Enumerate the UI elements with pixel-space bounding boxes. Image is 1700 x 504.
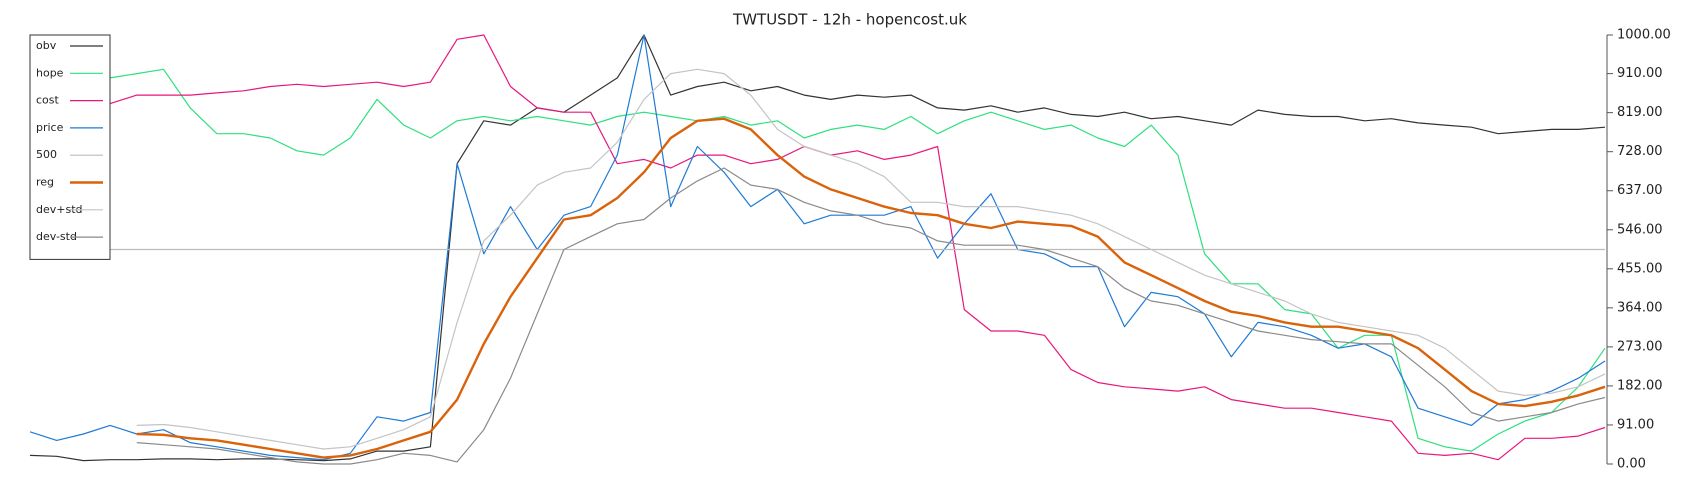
legend-label: dev+std: [36, 203, 83, 216]
legend-label: obv: [36, 39, 57, 52]
legend-label: hope: [36, 66, 64, 79]
y-tick-label: 546.00: [1617, 222, 1663, 237]
series-line: [136, 167, 1606, 465]
legend-box: [29, 34, 111, 260]
series-line: [136, 117, 1606, 459]
chart-title: TWTUSDT - 12h - hopencost.uk: [732, 11, 967, 29]
legend-label: cost: [36, 94, 60, 107]
legend: obv hope cost price 500 reg dev+std dev-std: [29, 34, 111, 260]
series-line: [136, 68, 1606, 450]
y-tick-label: 455.00: [1617, 261, 1663, 276]
legend-label: 500: [36, 148, 57, 161]
series-line: [110, 68, 1606, 452]
series-line: [29, 34, 1606, 461]
y-tick-label: 1000.00: [1617, 28, 1671, 43]
series-line: [29, 34, 1606, 461]
y-tick-label: 819.00: [1617, 105, 1663, 120]
y-tick-label: 910.00: [1617, 66, 1663, 81]
legend-label: price: [36, 121, 64, 134]
y-tick-label: 182.00: [1617, 378, 1663, 393]
y-tick-label: 637.00: [1617, 183, 1663, 198]
legend-label: reg: [36, 176, 54, 189]
y-tick-label: 273.00: [1617, 339, 1663, 354]
legend-label: dev-std: [36, 230, 77, 243]
y-tick-label: 91.00: [1617, 417, 1654, 432]
series-line: [29, 34, 1606, 462]
y-tick-label: 728.00: [1617, 144, 1663, 159]
y-tick-label: 0.00: [1617, 457, 1646, 472]
y-tick-label: 364.00: [1617, 300, 1663, 315]
